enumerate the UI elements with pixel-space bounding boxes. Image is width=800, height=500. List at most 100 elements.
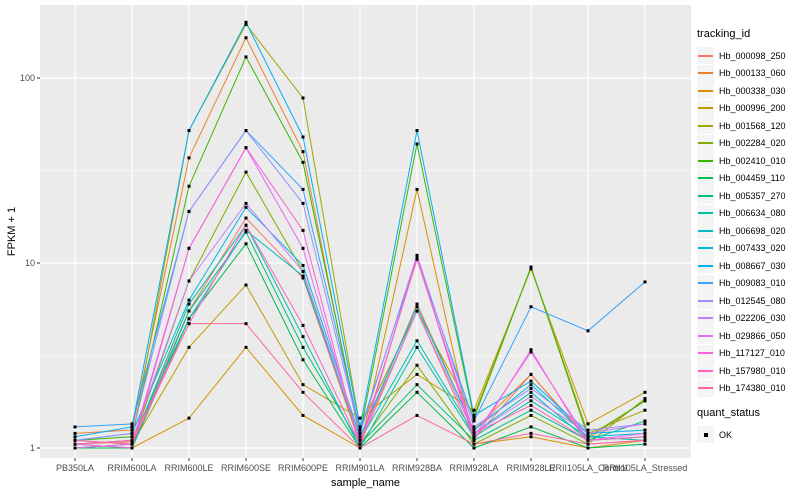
legend-item-label: Hb_002410_010 [719,155,786,166]
legend-item-label: Hb_174380_010 [719,383,786,394]
legend-item-Hb_005357_270: Hb_005357_270 [697,187,797,205]
legend-series-items: Hb_000098_250 Hb_000133_060 Hb_000338_030 H… [697,47,797,397]
data-point [130,425,134,429]
data-point [244,129,248,133]
legend-item-label: Hb_009083_010 [719,278,786,289]
legend-item-Hb_157980_010: Hb_157980_010 [697,362,797,380]
data-point [529,350,533,354]
legend-item-Hb_001568_120: Hb_001568_120 [697,117,797,135]
data-point [472,428,476,432]
legend-key-line-icon [697,169,714,187]
data-point [187,309,191,313]
data-point [415,255,419,259]
legend-key-line-icon [697,117,714,135]
data-point [586,422,590,426]
data-point [643,397,647,401]
data-point [586,446,590,450]
x-tick-label: RRIM600LA [107,463,156,473]
data-point [472,442,476,446]
legend-item-label: Hb_117127_010 [719,348,785,359]
data-point [643,422,647,426]
legend-key-line-icon [697,379,714,397]
data-point [73,438,77,442]
data-point [472,435,476,439]
data-point [415,345,419,349]
data-point [529,399,533,403]
data-point [415,363,419,367]
data-point [130,431,134,435]
legend-item-Hb_012545_080: Hb_012545_080 [697,292,797,310]
data-point [130,438,134,442]
legend-key-line-icon [697,362,714,380]
data-point [472,408,476,412]
data-point [244,283,248,287]
data-point [244,230,248,234]
data-point [301,160,305,164]
data-point [415,142,419,146]
data-point [130,435,134,439]
legend-item-label: Hb_001568_120 [719,120,786,131]
legend-item-Hb_174380_010: Hb_174380_010 [697,379,797,398]
x-tick-label: RRIM600LE [164,463,213,473]
data-point [472,431,476,435]
data-point [586,428,590,432]
legend-item-Hb_000098_250: Hb_000098_250 [697,47,797,65]
data-point [529,431,533,435]
data-point [187,246,191,250]
data-point [529,383,533,387]
legend-item-label: Hb_157980_010 [719,365,786,376]
data-point [643,390,647,394]
data-point [415,257,419,261]
legend-item-label: Hb_012545_080 [719,295,786,306]
data-point [643,419,647,423]
data-point [529,425,533,429]
legend-key-line-icon [697,222,714,240]
data-point [529,435,533,439]
data-point [301,276,305,280]
data-point [244,205,248,209]
data-point [244,22,248,26]
legend-item-label: Hb_006634_080 [719,208,786,219]
data-point [244,322,248,326]
x-tick-label: RRIM901LA [335,463,384,473]
data-point [244,223,248,227]
data-point [415,302,419,306]
legend-title-tracking-id: tracking_id [697,28,751,40]
data-point [415,383,419,387]
data-point [187,129,191,133]
legend-item-label: Hb_008667_030 [719,260,786,271]
legend-item-label: Hb_022206_030 [719,313,786,324]
data-point [358,431,362,435]
y-tick-label: 100 [20,73,35,83]
data-point [358,446,362,450]
data-point [187,156,191,160]
data-point [301,335,305,339]
data-point [301,413,305,417]
y-tick-label: 10 [25,258,35,268]
legend-item-Hb_000133_060: Hb_000133_060 [697,64,797,83]
data-point [301,135,305,139]
legend-quant-status-block: quant_status OK [697,407,797,444]
legend-item-label: Hb_029866_050 [719,330,786,341]
data-point [301,150,305,154]
data-point [472,413,476,417]
data-point [244,55,248,59]
data-point [187,302,191,306]
legend-key-line-icon [697,257,714,275]
x-tick-label: RRIM600SE [221,463,271,473]
legend-item-Hb_029866_050: Hb_029866_050 [697,327,797,345]
legend-key-square-icon [697,426,714,444]
x-tick-label: RRIM928LE [506,463,555,473]
data-point [472,416,476,420]
legend-title-quant-status: quant_status [697,407,760,419]
data-point [529,394,533,398]
data-point [415,390,419,394]
legend-item-label: Hb_000996_200 [719,103,786,114]
data-point [187,322,191,326]
data-point [529,379,533,383]
legend-item-label: Hb_006698_020 [719,225,786,236]
legend-key-line-icon [697,274,714,292]
x-tick-label: RRIM600PE [278,463,328,473]
legend-item-label: Hb_000133_060 [719,68,786,79]
